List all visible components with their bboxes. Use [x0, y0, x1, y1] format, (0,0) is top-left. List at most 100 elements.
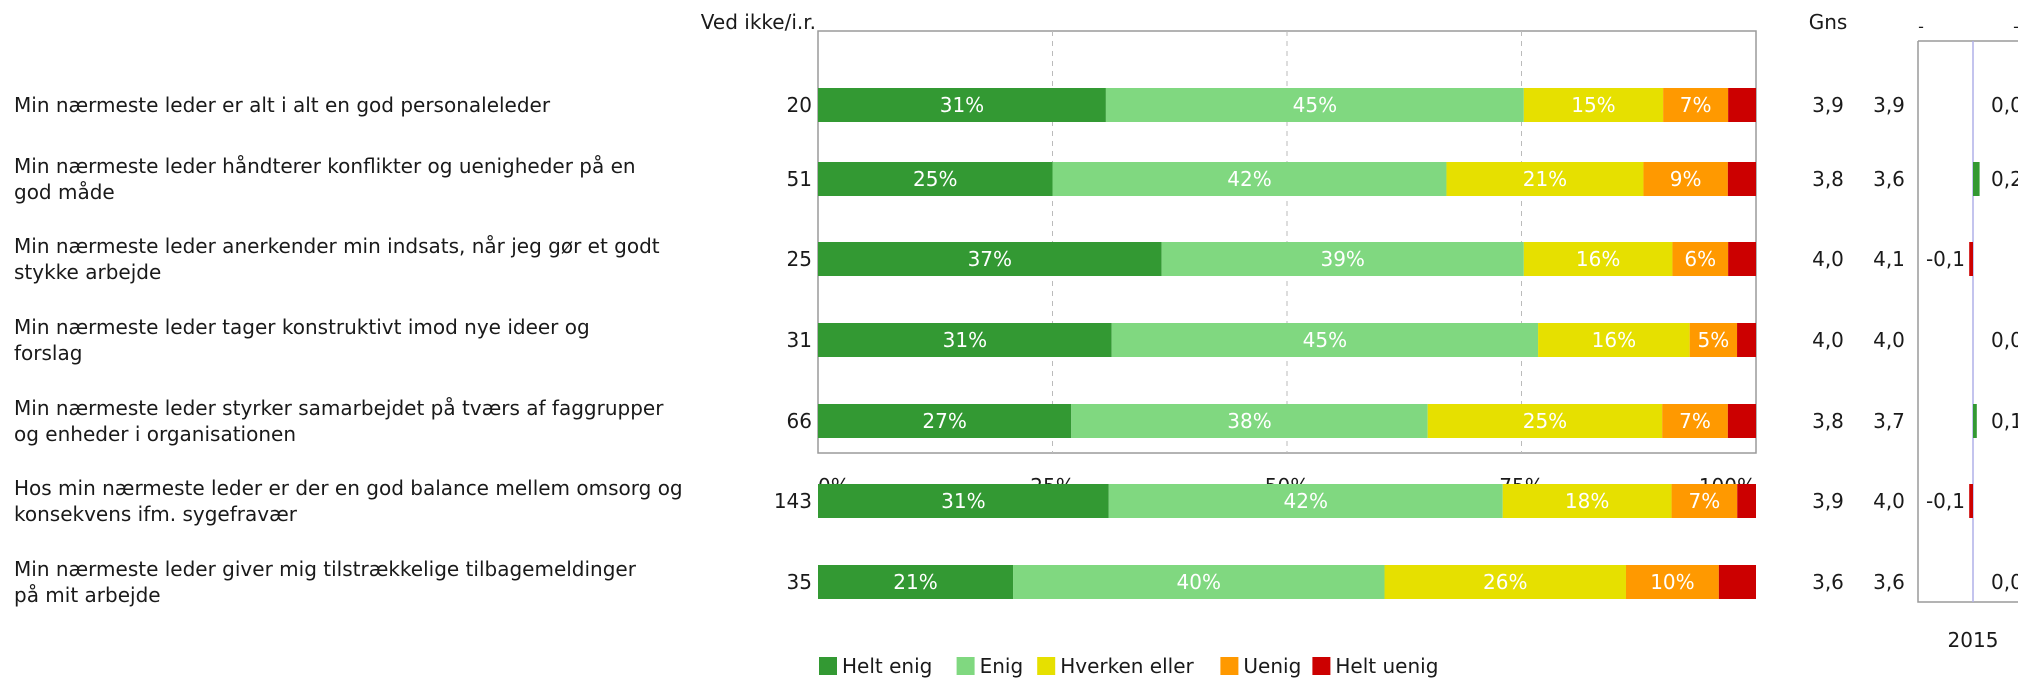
data-label: 38%: [1227, 409, 1271, 433]
diff-frame: [1918, 41, 2018, 602]
avg-current-value: 3,9: [1812, 93, 1844, 117]
legend-swatch: [957, 657, 975, 675]
category-label-line: konsekvens ifm. sygefravær: [14, 502, 298, 526]
diff-bar: [1969, 242, 1973, 276]
avg-previous-value: 4,1: [1873, 247, 1905, 271]
diff-value: 0,2: [1991, 167, 2018, 191]
dontknow-header: Ved ikke/i.r.: [701, 10, 816, 34]
legend-label: Uenig: [1243, 654, 1301, 678]
diff-xlabel: 2015: [1948, 628, 1999, 652]
category-label-line: forslag: [14, 341, 82, 365]
legend-label: Helt uenig: [1335, 654, 1438, 678]
avg-previous-value: 3,7: [1873, 409, 1905, 433]
category-label-line: god måde: [14, 180, 115, 204]
category-label-line: og enheder i organisationen: [14, 422, 296, 446]
data-label: 45%: [1303, 328, 1347, 352]
data-label: 25%: [1523, 409, 1567, 433]
data-label: 31%: [941, 489, 985, 513]
data-label: 45%: [1293, 93, 1337, 117]
legend-swatch: [1220, 657, 1238, 675]
legend-swatch: [1037, 657, 1055, 675]
dontknow-value: 66: [787, 409, 812, 433]
bar-segment: [1737, 323, 1756, 357]
diff-value: 0,0: [1991, 328, 2018, 352]
category-label-line: på mit arbejde: [14, 583, 161, 607]
category-label: Min nærmeste leder styrker samarbejdet p…: [14, 396, 664, 446]
data-label: 5%: [1697, 328, 1729, 352]
bar-segment: [1728, 162, 1756, 196]
bar-segment: [1719, 565, 1756, 599]
avg-header: Gns: [1809, 10, 1848, 34]
data-label: 16%: [1592, 328, 1636, 352]
data-label: 39%: [1320, 247, 1364, 271]
avg-current-value: 3,8: [1812, 409, 1844, 433]
dontknow-value: 31: [787, 328, 812, 352]
data-label: 18%: [1565, 489, 1609, 513]
category-label-line: Hos min nærmeste leder er der en god bal…: [14, 476, 683, 500]
data-label: 27%: [922, 409, 966, 433]
data-label: 9%: [1670, 167, 1702, 191]
diff-value: -0,1: [1926, 489, 1965, 513]
data-label: 37%: [968, 247, 1012, 271]
avg-previous-value: 3,6: [1873, 167, 1905, 191]
data-label: 25%: [913, 167, 957, 191]
data-label: 21%: [893, 570, 937, 594]
category-label: Min nærmeste leder anerkender min indsat…: [14, 234, 660, 284]
avg-current-value: 4,0: [1812, 328, 1844, 352]
avg-current-value: 3,6: [1812, 570, 1844, 594]
data-label: 10%: [1650, 570, 1694, 594]
avg-current-value: 3,8: [1812, 167, 1844, 191]
diff-value: -0,1: [1926, 247, 1965, 271]
category-label-line: Min nærmeste leder tager konstruktivt im…: [14, 315, 590, 339]
avg-previous-value: 4,0: [1873, 328, 1905, 352]
data-label: 42%: [1284, 489, 1328, 513]
avg-previous-value: 3,9: [1873, 93, 1905, 117]
legend-label: Hverken eller: [1060, 654, 1194, 678]
data-label: 31%: [940, 93, 984, 117]
category-label-line: stykke arbejde: [14, 260, 161, 284]
dontknow-value: 143: [774, 489, 812, 513]
data-label: 7%: [1680, 93, 1712, 117]
diff-tick: -: [1918, 17, 1924, 36]
diff-bar: [1969, 484, 1973, 518]
diff-value: 0,1: [1991, 409, 2018, 433]
category-label-line: Min nærmeste leder håndterer konflikter …: [14, 154, 636, 178]
legend-swatch: [819, 657, 837, 675]
category-label: Min nærmeste leder er alt i alt en god p…: [14, 93, 551, 117]
data-label: 31%: [943, 328, 987, 352]
category-label-line: Min nærmeste leder anerkender min indsat…: [14, 234, 660, 258]
data-label: 21%: [1523, 167, 1567, 191]
diff-tick: -: [2013, 17, 2018, 36]
category-label: Min nærmeste leder håndterer konflikter …: [14, 154, 636, 204]
category-label: Min nærmeste leder tager konstruktivt im…: [14, 315, 590, 365]
data-label: 15%: [1571, 93, 1615, 117]
category-label-line: Min nærmeste leder er alt i alt en god p…: [14, 93, 551, 117]
data-label: 6%: [1684, 247, 1716, 271]
bar-segment: [1728, 242, 1756, 276]
data-label: 26%: [1483, 570, 1527, 594]
bar-segment: [1728, 88, 1756, 122]
avg-current-value: 3,9: [1812, 489, 1844, 513]
category-label: Hos min nærmeste leder er der en god bal…: [14, 476, 683, 526]
data-label: 16%: [1576, 247, 1620, 271]
bar-segment: [1737, 484, 1756, 518]
dontknow-value: 25: [787, 247, 812, 271]
legend-label: Enig: [980, 654, 1024, 678]
bar-segment: [1728, 404, 1756, 438]
legend-label: Helt enig: [842, 654, 932, 678]
dontknow-value: 51: [787, 167, 812, 191]
diff-bar: [1973, 404, 1977, 438]
category-label-line: Min nærmeste leder styrker samarbejdet p…: [14, 396, 664, 420]
category-label: Min nærmeste leder giver mig tilstrækkel…: [14, 557, 637, 607]
diff-bar: [1973, 162, 1980, 196]
legend-swatch: [1312, 657, 1330, 675]
dontknow-value: 20: [787, 93, 812, 117]
data-label: 7%: [1679, 409, 1711, 433]
diff-value: 0,0: [1991, 570, 2018, 594]
data-label: 42%: [1227, 167, 1271, 191]
dontknow-value: 35: [787, 570, 812, 594]
data-label: 7%: [1689, 489, 1721, 513]
avg-previous-value: 4,0: [1873, 489, 1905, 513]
avg-current-value: 4,0: [1812, 247, 1844, 271]
